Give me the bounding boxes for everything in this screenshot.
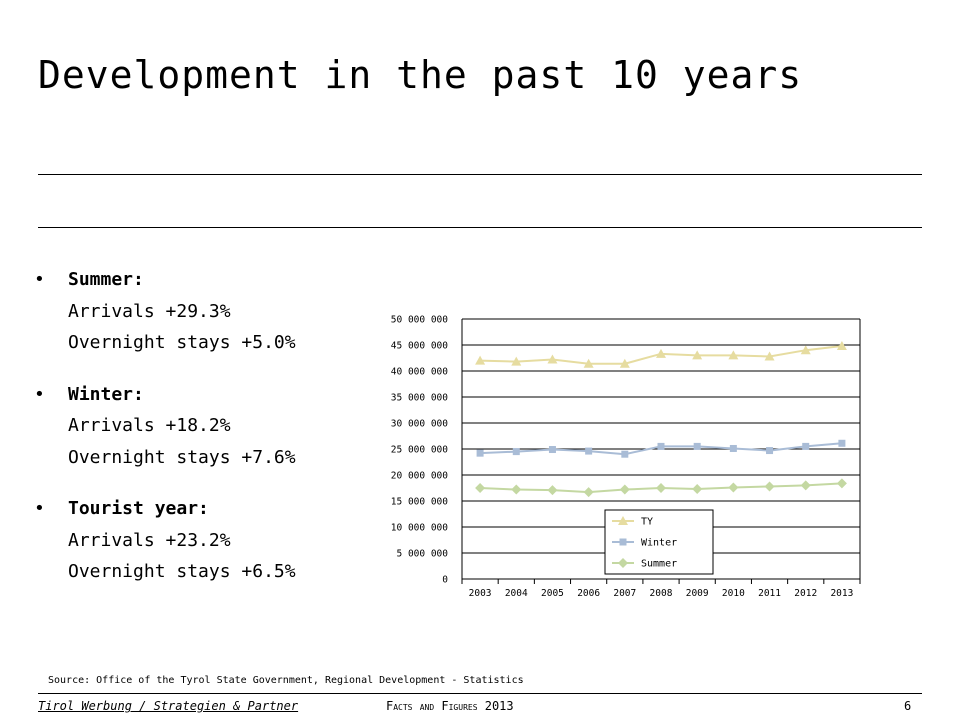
data-point-winter	[657, 442, 665, 450]
legend-marker-summer	[618, 558, 628, 568]
data-point-ty	[836, 341, 847, 351]
footer-brand: Tirol Werbung / Strategien & Partner	[38, 699, 299, 713]
legend-label-ty: TY	[641, 517, 653, 528]
data-point-ty	[692, 350, 703, 360]
page-title: Development in the past 10 years	[38, 53, 803, 97]
bullet-line: Overnight stays +7.6%	[68, 446, 296, 468]
data-point-winter	[548, 446, 556, 454]
y-tick-label: 50 000 000	[391, 315, 448, 326]
y-tick-label: 40 000 000	[391, 367, 448, 378]
data-point-winter	[766, 447, 774, 455]
data-point-winter	[693, 442, 701, 450]
x-tick-label: 2013	[830, 588, 853, 599]
x-tick-label: 2010	[722, 588, 745, 599]
bullet-line: Arrivals +23.2%	[68, 529, 231, 551]
data-point-summer	[836, 478, 847, 489]
x-tick-label: 2007	[613, 588, 636, 599]
data-point-winter	[512, 448, 520, 456]
data-point-ty	[656, 348, 666, 358]
title-divider-top	[38, 174, 922, 175]
bullet-line: Overnight stays +6.5%	[68, 561, 296, 582]
data-point-winter	[476, 449, 484, 457]
bullet-list: Summer: Arrivals +29.3% Overnight stays …	[30, 264, 370, 608]
y-tick-label: 20 000 000	[391, 471, 448, 482]
legend-label-winter: Winter	[641, 538, 677, 549]
bullet-line: Arrivals +29.3%	[68, 300, 231, 322]
y-tick-label: 45 000 000	[391, 341, 448, 352]
data-point-summer	[728, 482, 739, 493]
data-point-summer	[475, 483, 486, 493]
x-tick-label: 2003	[469, 588, 492, 599]
bullet-winter: Winter: Arrivals +18.2% Overnight stays …	[30, 379, 370, 474]
x-tick-label: 2012	[794, 588, 817, 599]
data-point-ty	[764, 351, 775, 361]
y-tick-label: 30 000 000	[391, 419, 448, 430]
page-number: 6	[904, 699, 912, 713]
data-point-winter	[585, 447, 593, 455]
data-point-winter	[729, 444, 737, 452]
x-tick-label: 2004	[505, 588, 528, 599]
y-tick-label: 25 000 000	[391, 445, 448, 456]
y-tick-label: 35 000 000	[391, 393, 448, 404]
data-point-summer	[656, 483, 666, 493]
data-point-summer	[619, 484, 630, 495]
data-point-ty	[547, 354, 558, 364]
data-point-ty	[583, 358, 594, 368]
legend-marker-winter	[619, 538, 627, 546]
legend-label-summer: Summer	[641, 559, 677, 570]
x-tick-label: 2005	[541, 588, 564, 599]
data-point-summer	[764, 481, 775, 492]
data-point-winter	[621, 450, 629, 458]
x-tick-label: 2009	[686, 588, 709, 599]
x-tick-label: 2006	[577, 588, 600, 599]
y-tick-label: 0	[442, 575, 448, 586]
data-point-summer	[800, 480, 811, 491]
data-point-ty	[475, 355, 486, 365]
data-point-summer	[692, 484, 703, 495]
legend-marker-ty	[618, 516, 628, 525]
bullet-head: Tourist year:	[30, 493, 370, 525]
bullet-head: Summer:	[30, 264, 370, 296]
bullet-tourist-year: Tourist year: Arrivals +23.2% Overnight …	[30, 493, 370, 588]
title-divider-bottom	[38, 227, 922, 228]
data-point-ty	[728, 350, 739, 360]
footer-divider	[38, 693, 922, 694]
data-point-summer	[547, 485, 558, 496]
data-point-summer	[511, 484, 522, 495]
data-point-winter	[838, 439, 846, 447]
data-point-ty	[511, 356, 522, 366]
bullet-line: Arrivals +18.2%	[68, 415, 231, 436]
data-point-ty	[800, 345, 811, 355]
x-tick-label: 2008	[650, 588, 673, 599]
y-tick-label: 10 000 000	[391, 523, 448, 534]
footer-title: Facts and Figures 2013	[386, 699, 514, 713]
y-tick-label: 5 000 000	[397, 549, 449, 560]
x-tick-label: 2011	[758, 588, 781, 599]
y-tick-label: 15 000 000	[391, 497, 448, 508]
data-point-winter	[802, 442, 810, 450]
line-chart: 0 5 000 000 10 000 000 15 000 000 20 000 000…	[391, 315, 861, 599]
bullet-head: Winter:	[30, 379, 370, 411]
data-point-ty	[619, 358, 630, 368]
data-point-summer	[583, 487, 594, 498]
bullet-summer: Summer: Arrivals +29.3% Overnight stays …	[30, 264, 370, 359]
bullet-line: Overnight stays +5.0%	[68, 332, 296, 353]
source-note: Source: Office of the Tyrol State Govern…	[48, 675, 524, 686]
